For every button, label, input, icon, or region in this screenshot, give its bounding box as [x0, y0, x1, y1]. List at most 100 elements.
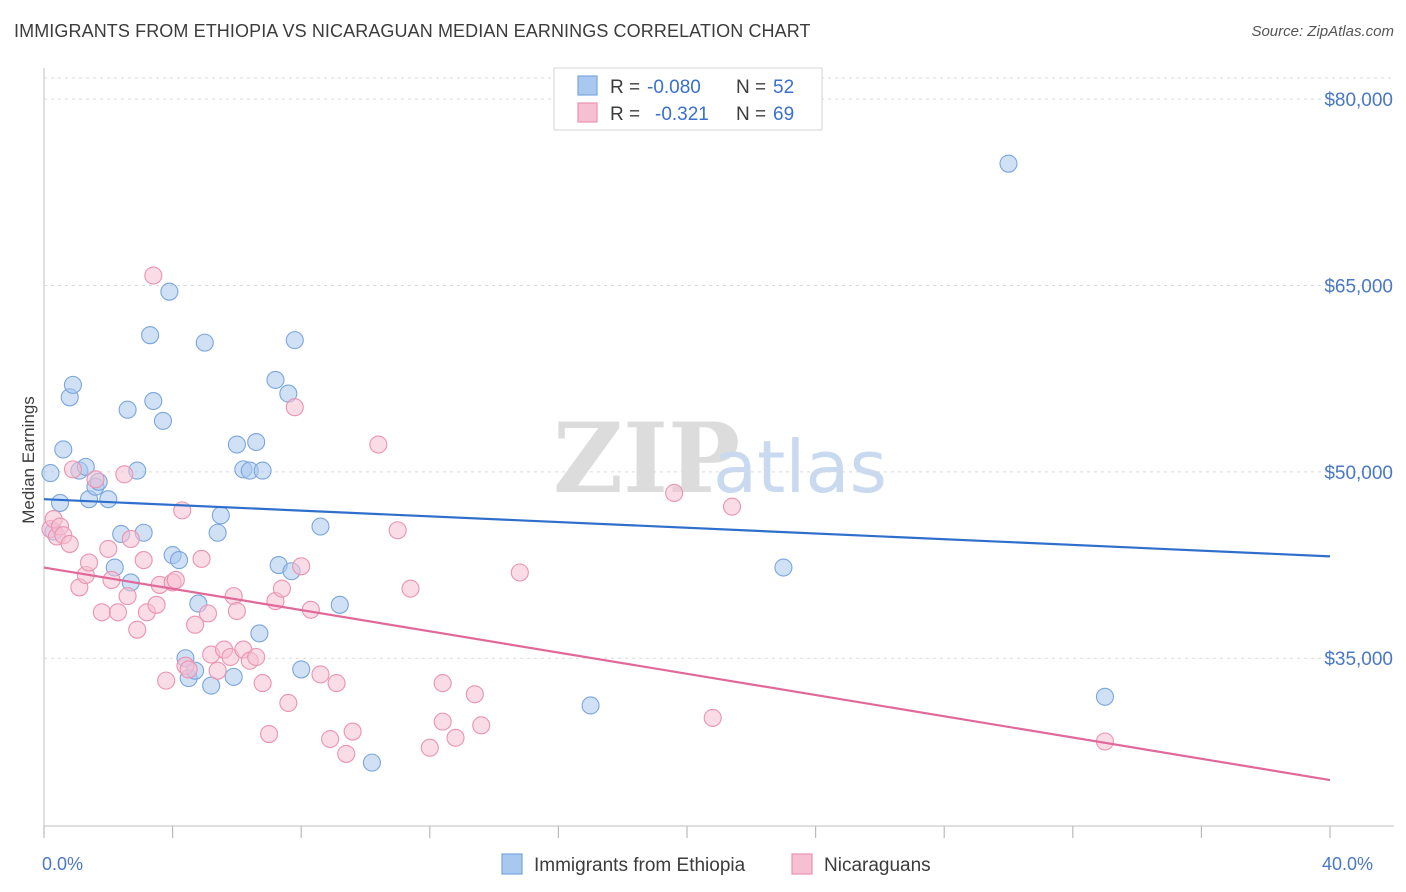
scatter-point	[703, 708, 722, 727]
scatter-point	[208, 661, 227, 680]
y-tick-label: $65,000	[1324, 276, 1393, 297]
scatter-point	[118, 587, 137, 606]
scatter-point	[343, 722, 362, 741]
scatter-point	[311, 517, 330, 536]
scatter-point	[195, 333, 214, 352]
legend-swatch-ethiopia	[577, 75, 598, 96]
scatter-point	[472, 716, 491, 735]
scatter-point	[285, 331, 304, 350]
scatter-point	[134, 551, 153, 570]
x-ticks	[43, 826, 1331, 838]
scatter-point	[79, 553, 99, 572]
watermark-atlas: atlas	[713, 425, 887, 509]
x-tick-label-min: 0.0%	[42, 854, 83, 874]
legend-r-value-nicaraguans: -0.321	[655, 104, 709, 125]
y-tick-label: $80,000	[1324, 90, 1393, 111]
legend-r-value-ethiopia: -0.080	[647, 77, 701, 98]
scatter-point	[41, 464, 60, 483]
scatter-point	[774, 558, 793, 577]
scatter-point	[99, 539, 118, 558]
scatter-point	[198, 604, 218, 623]
scatter-point	[250, 624, 269, 643]
scatter-point	[665, 483, 684, 503]
scatter-point	[253, 461, 272, 480]
legend-n-value-ethiopia: 52	[773, 77, 794, 98]
y-tick-labels: $35,000 $50,000 $65,000 $80,000	[1324, 90, 1393, 670]
scatter-point	[247, 647, 266, 667]
scatter-point	[186, 615, 205, 634]
scatter-point	[115, 465, 134, 484]
legend-n-label-ethiopia: N =	[736, 77, 766, 98]
scatter-point	[169, 551, 189, 570]
scatter-point	[420, 738, 439, 757]
y-tick-label: $35,000	[1324, 649, 1393, 670]
legend-box: R = -0.080 N = 52 R = -0.321 N = 69	[553, 67, 823, 131]
scatter-point	[224, 587, 243, 606]
x-tick-label-max: 40.0%	[1322, 854, 1373, 874]
legend-frame	[553, 67, 823, 131]
legend-r-label-ethiopia: R =	[610, 77, 640, 98]
scatter-point	[157, 671, 176, 690]
scatter-point	[99, 490, 118, 509]
y-tick-label: $50,000	[1324, 463, 1393, 484]
scatter-point	[121, 529, 140, 549]
bottom-legend-swatch-ethiopia	[501, 853, 523, 875]
scatter-point	[202, 676, 221, 695]
scatter-point	[224, 667, 243, 686]
series-nicaraguans-points	[41, 266, 1114, 763]
scatter-point	[54, 440, 73, 459]
chart-title: IMMIGRANTS FROM ETHIOPIA VS NICARAGUAN M…	[14, 21, 811, 41]
scatter-point	[63, 375, 82, 394]
trend-line-ethiopia	[43, 498, 1331, 558]
scatter-point	[192, 549, 211, 568]
scatter-point	[144, 391, 163, 411]
scatter-point	[285, 398, 304, 417]
scatter-point	[259, 724, 279, 744]
scatter-point	[279, 693, 298, 713]
bottom-legend: Immigrants from Ethiopia Nicaraguans	[501, 853, 931, 876]
legend-n-value-nicaraguans: 69	[773, 104, 794, 125]
scatter-point	[722, 497, 742, 516]
scatter-point	[63, 460, 82, 479]
scatter-point	[128, 620, 147, 639]
scatter-point	[1095, 687, 1114, 706]
legend-swatch-nicaraguans	[577, 102, 598, 123]
scatter-point	[581, 696, 600, 715]
scatter-point	[330, 595, 349, 614]
scatter-point	[446, 728, 465, 747]
scatter-point	[247, 432, 266, 452]
scatter-point	[211, 506, 230, 525]
scatter-point	[510, 563, 529, 582]
scatter-point	[160, 282, 179, 301]
trend-line-nicaraguans	[43, 566, 1331, 782]
scatter-point	[321, 729, 340, 749]
scatter-point	[292, 557, 311, 576]
legend-r-label-nicaraguans: R =	[610, 104, 640, 125]
scatter-point	[388, 521, 407, 540]
watermark: ZIP atlas	[553, 402, 887, 515]
scatter-point	[166, 570, 185, 590]
scatter-point	[60, 534, 79, 553]
scatter-point	[141, 326, 160, 345]
scatter-point	[433, 674, 452, 693]
scatter-point	[433, 712, 452, 731]
legend-n-label-nicaraguans: N =	[736, 104, 766, 125]
scatter-point	[362, 753, 381, 772]
bottom-legend-label-nicaraguans: Nicaraguans	[824, 855, 931, 876]
scatter-point	[108, 603, 127, 622]
scatter-point	[144, 266, 163, 285]
scatter-point	[153, 411, 173, 430]
scatter-point	[272, 579, 291, 598]
scatter-point	[337, 744, 356, 763]
gridlines	[44, 77, 1394, 659]
scatter-point	[208, 523, 227, 542]
scatter-point	[465, 685, 484, 704]
scatter-point	[327, 674, 346, 693]
scatter-point	[227, 435, 246, 454]
y-axis-label: Median Earnings	[19, 396, 38, 524]
chart-source: Source: ZipAtlas.com	[1251, 23, 1394, 40]
scatter-point	[253, 674, 272, 693]
scatter-point	[292, 660, 311, 679]
scatter-point	[118, 400, 137, 419]
